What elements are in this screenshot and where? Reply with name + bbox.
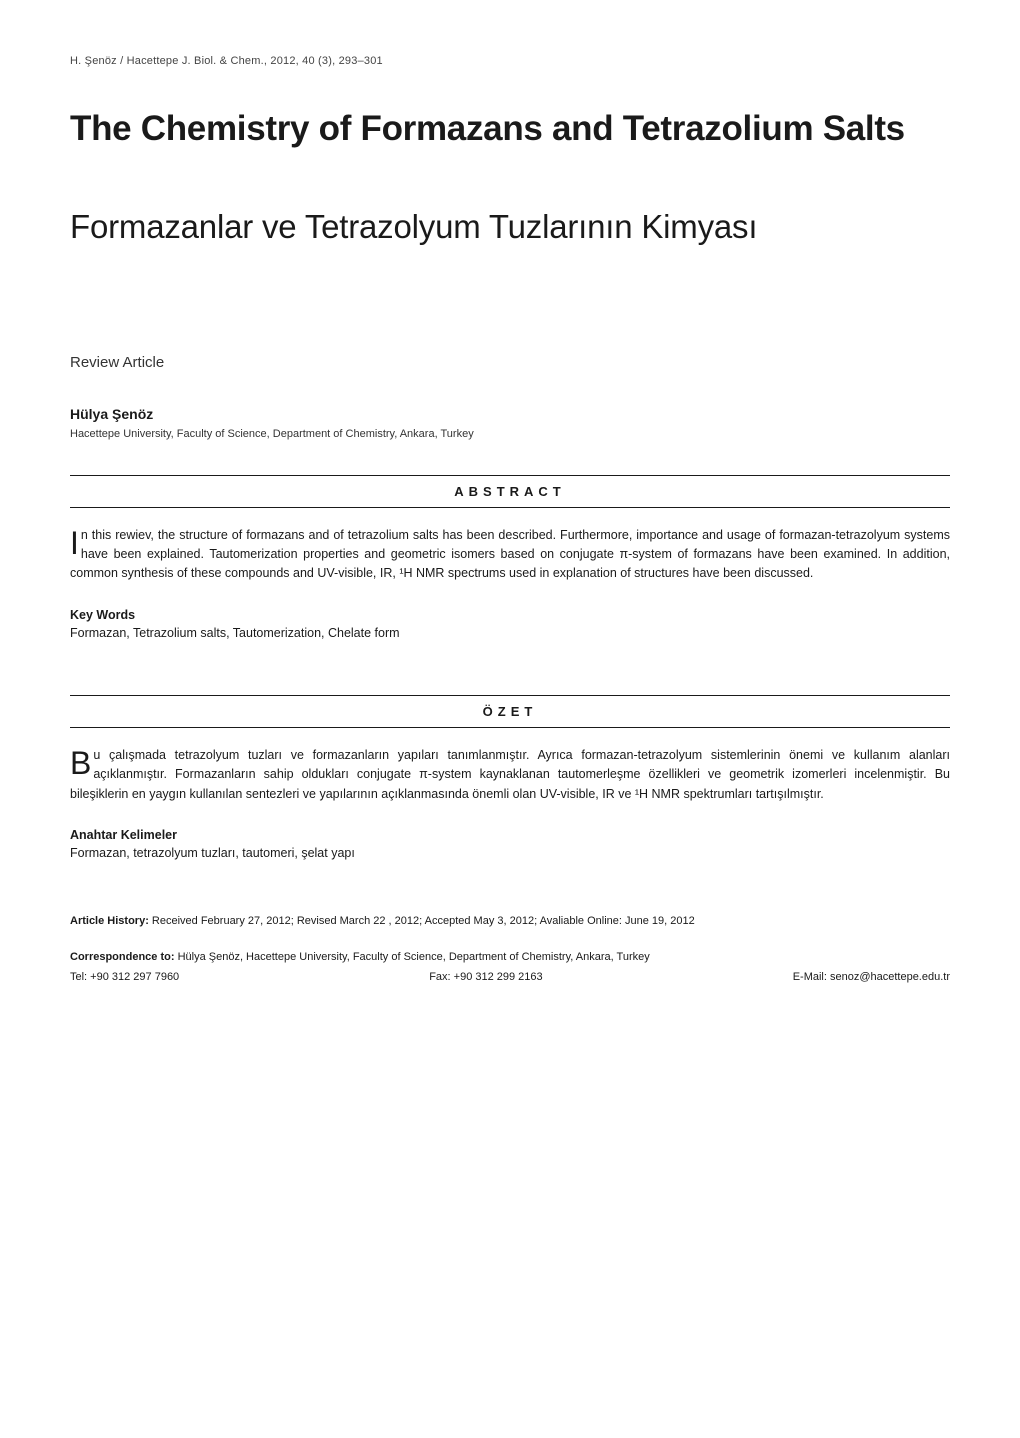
contact-row: Tel: +90 312 297 7960 Fax: +90 312 299 2…: [70, 971, 950, 983]
anahtar-label: Anahtar Kelimeler: [70, 828, 950, 842]
abstract-dropcap: I: [70, 526, 81, 558]
history-label: Article History:: [70, 915, 149, 927]
contact-fax: Fax: +90 312 299 2163: [429, 971, 542, 983]
contact-tel: Tel: +90 312 297 7960: [70, 971, 179, 983]
ozet-dropcap: B: [70, 746, 93, 778]
article-title-turkish: Formazanlar ve Tetrazolyum Tuzlarının Ki…: [70, 206, 950, 249]
author-name: Hülya Şenöz: [70, 406, 950, 422]
article-title-english: The Chemistry of Formazans and Tetrazoli…: [70, 107, 950, 151]
article-history: Article History: Received February 27, 2…: [70, 915, 950, 927]
journal-reference: H. Şenöz / Hacettepe J. Biol. & Chem., 2…: [70, 55, 950, 67]
contact-email: E-Mail: senoz@hacettepe.edu.tr: [793, 971, 950, 983]
abstract-text: In this rewiev, the structure of formaza…: [70, 526, 950, 584]
correspondence-text: Hülya Şenöz, Hacettepe University, Facul…: [175, 951, 650, 963]
anahtar-text: Formazan, tetrazolyum tuzları, tautomeri…: [70, 846, 950, 860]
keywords-text: Formazan, Tetrazolium salts, Tautomeriza…: [70, 626, 950, 640]
correspondence: Correspondence to: Hülya Şenöz, Hacettep…: [70, 951, 950, 963]
history-text: Received February 27, 2012; Revised Marc…: [149, 915, 695, 927]
ozet-header: ÖZET: [70, 695, 950, 728]
author-affiliation: Hacettepe University, Faculty of Science…: [70, 428, 950, 440]
correspondence-label: Correspondence to:: [70, 951, 175, 963]
ozet-body: u çalışmada tetrazolyum tuzları ve forma…: [70, 748, 950, 801]
abstract-header: ABSTRACT: [70, 475, 950, 508]
ozet-text: Bu çalışmada tetrazolyum tuzları ve form…: [70, 746, 950, 804]
article-type: Review Article: [70, 354, 950, 371]
abstract-body: n this rewiev, the structure of formazan…: [70, 528, 950, 581]
keywords-label: Key Words: [70, 608, 950, 622]
